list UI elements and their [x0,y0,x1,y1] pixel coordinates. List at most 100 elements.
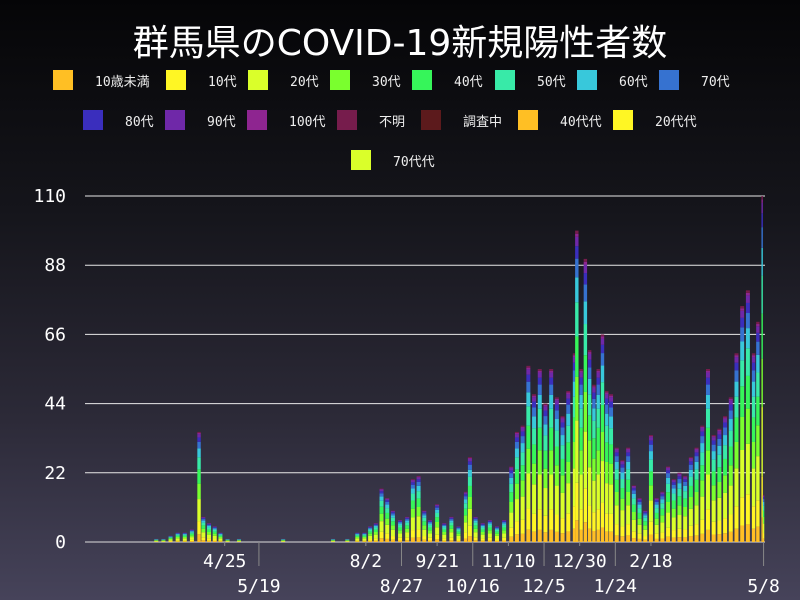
bar-segment [520,436,525,444]
bar-segment [467,469,472,477]
bar-segment [643,529,648,537]
legend-item[interactable]: 不明 [337,110,405,130]
bar-segment [494,528,499,530]
bar-segment [373,540,378,542]
bar-segment [711,435,716,437]
bar-segment [537,394,542,409]
bar-segment [373,534,378,539]
legend-item[interactable]: 70代 [659,70,730,90]
bar-segment [705,377,710,385]
bar-segment [526,473,531,509]
bar-segment [390,521,395,526]
bar-segment [494,539,499,541]
bar-segment [201,519,206,521]
x-tick-label: 4/25 [203,551,246,572]
bar-segment [600,334,605,337]
bar-segment [435,506,440,508]
bar-segment [480,524,485,526]
bar-segment [487,530,492,534]
legend-item[interactable]: 30代 [330,70,401,90]
legend-swatch [247,110,267,130]
bar-segment [480,534,485,539]
legend-item[interactable]: 70代代 [351,150,435,170]
bar-segment [201,532,206,538]
bar-segment [449,520,454,523]
bar-segment [609,513,614,532]
bar-segment [751,381,756,397]
bar-segment [549,408,554,428]
bar-segment [549,384,554,395]
legend-item[interactable]: 40代 [412,70,483,90]
bar-segment [405,517,410,519]
legend-item[interactable]: 40代代 [518,110,602,130]
bar-segment [671,488,676,494]
legend-item[interactable]: 10代 [166,70,237,90]
bar-segment [648,471,653,486]
bar-segment [494,533,499,536]
bar-segment [463,499,468,504]
legend-item[interactable]: 調査中 [421,110,502,130]
bar-segment [762,510,765,517]
bar-segment [694,524,699,536]
bar-segment [449,532,454,538]
bar-segment [502,533,507,538]
bar-segment [514,431,519,434]
bar-segment [596,474,600,510]
bar-segment [694,479,699,492]
bar-segment [502,523,507,526]
bar-segment [362,536,367,539]
bar-segment [671,530,676,538]
bar-segment [614,479,619,492]
bar-segment [182,541,187,542]
legend-item[interactable]: 60代 [577,70,648,90]
bar-segment [600,382,605,405]
bar-segment [416,485,421,492]
bar-segment [449,519,454,521]
bar-segment [502,525,507,528]
bar-segment [740,341,745,361]
bar-segment [549,369,554,371]
bar-segment [711,437,716,441]
legend-item[interactable]: 100代 [247,110,325,130]
bar-segment [463,532,468,539]
bar-segment [373,527,378,530]
bar-segment [579,370,583,373]
bar-segment [207,529,212,532]
bar-segment [717,497,722,521]
bar-segment [212,539,217,541]
bar-segment [390,511,395,513]
legend-item[interactable]: 80代 [83,110,154,130]
bar-segment [449,525,454,529]
bar-segment [509,492,514,502]
bar-segment [723,533,728,542]
legend-item[interactable]: 20代 [248,70,319,90]
bar-segment [637,500,642,502]
bar-segment [480,524,485,525]
bar-segment [677,537,682,542]
bar-segment [643,525,648,530]
bar-segment [592,384,596,387]
bar-segment [201,537,206,541]
bar-segment [705,372,710,378]
bar-segment [427,537,432,541]
legend-item[interactable]: 90代 [165,110,236,130]
bar-segment [677,472,682,474]
bar-segment [620,472,625,480]
legend-item[interactable]: 50代 [495,70,566,90]
bar-segment [532,463,537,485]
legend-item[interactable]: 20代代 [613,110,697,130]
bar-segment [355,535,360,537]
bar-segment [745,313,750,329]
bar-segment [600,365,605,383]
bar-segment [509,466,514,468]
bar-segment [631,531,636,539]
bar-segment [761,407,763,477]
bar-segment [600,527,605,542]
bar-segment [596,427,600,451]
legend-item[interactable]: 10歳未満 [53,70,150,90]
bar-segment [362,535,367,537]
legend-swatch [495,70,515,90]
bar-segment [745,494,750,525]
bar-segment [463,494,468,497]
bar-segment [416,498,421,507]
